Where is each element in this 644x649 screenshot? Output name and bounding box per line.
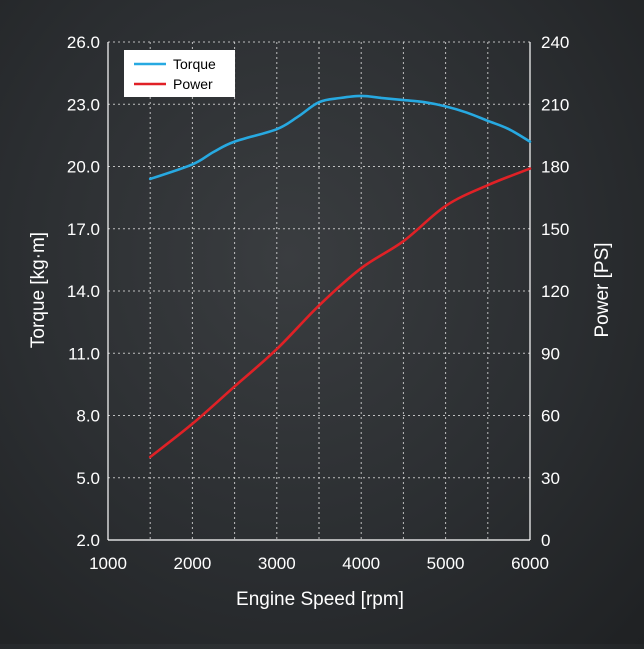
x-axis-label: Engine Speed [rpm]	[236, 589, 404, 610]
x-tick-label: 5000	[427, 554, 465, 573]
y-axis-right-label: Power [PS]	[592, 242, 613, 337]
legend-label-power: Power	[173, 76, 213, 92]
y-left-tick-label: 26.0	[67, 33, 100, 52]
y-axis-left-label: Torque [kg·m]	[28, 232, 49, 348]
axes: 1000 2000 3000 4000 5000 6000 2.0 5.0 8.0 11.0 14.…	[67, 33, 569, 573]
x-tick-label: 6000	[511, 554, 549, 573]
x-tick-label: 3000	[258, 554, 296, 573]
legend-box	[124, 50, 235, 97]
legend: Torque Power	[124, 50, 235, 97]
series-lines	[148, 94, 532, 459]
y-right-tick-label: 210	[541, 95, 569, 114]
y-left-tick-label: 20.0	[67, 158, 100, 177]
y-left-tick-label: 23.0	[67, 95, 100, 114]
y-left-tick-label: 5.0	[76, 469, 100, 488]
y-right-tick-label: 150	[541, 220, 569, 239]
y-right-tick-label: 60	[541, 407, 560, 426]
series-line-power	[148, 167, 532, 459]
y-left-tick-label: 17.0	[67, 220, 100, 239]
y-right-tick-label: 0	[541, 531, 550, 550]
y-right-tick-label: 240	[541, 33, 569, 52]
legend-label-torque: Torque	[173, 56, 216, 72]
y-right-tick-label: 30	[541, 469, 560, 488]
y-right-tick-label: 120	[541, 282, 569, 301]
y-right-tick-label: 90	[541, 344, 560, 363]
y-left-tick-label: 8.0	[76, 407, 100, 426]
x-tick-label: 2000	[173, 554, 211, 573]
series-line-torque	[148, 94, 532, 181]
y-left-tick-label: 11.0	[68, 344, 100, 363]
y-left-tick-label: 14.0	[67, 282, 100, 301]
y-left-tick-label: 2.0	[76, 531, 100, 550]
grid	[108, 41, 530, 540]
x-tick-label: 1000	[89, 554, 127, 573]
x-tick-label: 4000	[342, 554, 380, 573]
y-right-tick-label: 180	[541, 158, 569, 177]
